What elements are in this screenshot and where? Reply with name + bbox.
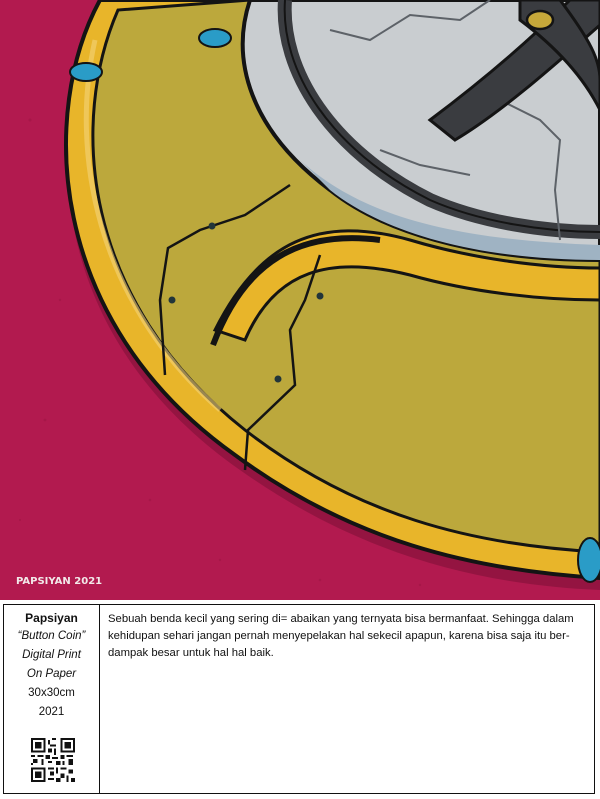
artwork-description: Sebuah benda kecil yang sering di= abaik… bbox=[108, 613, 574, 659]
rivets bbox=[168, 222, 324, 383]
artwork-year: 2021 bbox=[38, 706, 65, 718]
coin-groove bbox=[210, 235, 381, 347]
artwork-size: 30x30cm bbox=[28, 687, 75, 699]
qr-code-icon[interactable] bbox=[31, 738, 75, 782]
metal-plate-shadow bbox=[300, 160, 600, 260]
artwork-title: “Button Coin” bbox=[17, 630, 86, 642]
dark-ring-outline bbox=[283, 0, 600, 233]
plate-cracks bbox=[329, 0, 562, 241]
x-handle bbox=[427, 0, 600, 142]
caption-card: Papsiyan “Button Coin” Digital Print On … bbox=[0, 600, 600, 799]
accent-rings bbox=[69, 28, 600, 583]
artist-signature: PAPSIYAN 2021 bbox=[16, 576, 102, 587]
artist-name: Papsiyan bbox=[25, 611, 78, 625]
artwork-info-column: Papsiyan “Button Coin” Digital Print On … bbox=[4, 605, 100, 793]
coin-inner-rim bbox=[212, 229, 600, 342]
panel-seam bbox=[243, 254, 322, 471]
panel-seam bbox=[158, 183, 291, 376]
artwork-image: PAPSIYAN 2021 bbox=[0, 0, 600, 600]
artwork-medium: Digital Print bbox=[22, 649, 81, 661]
caption-frame: Papsiyan “Button Coin” Digital Print On … bbox=[3, 604, 595, 794]
coin-highlight bbox=[83, 39, 222, 412]
artwork-support: On Paper bbox=[26, 668, 77, 680]
